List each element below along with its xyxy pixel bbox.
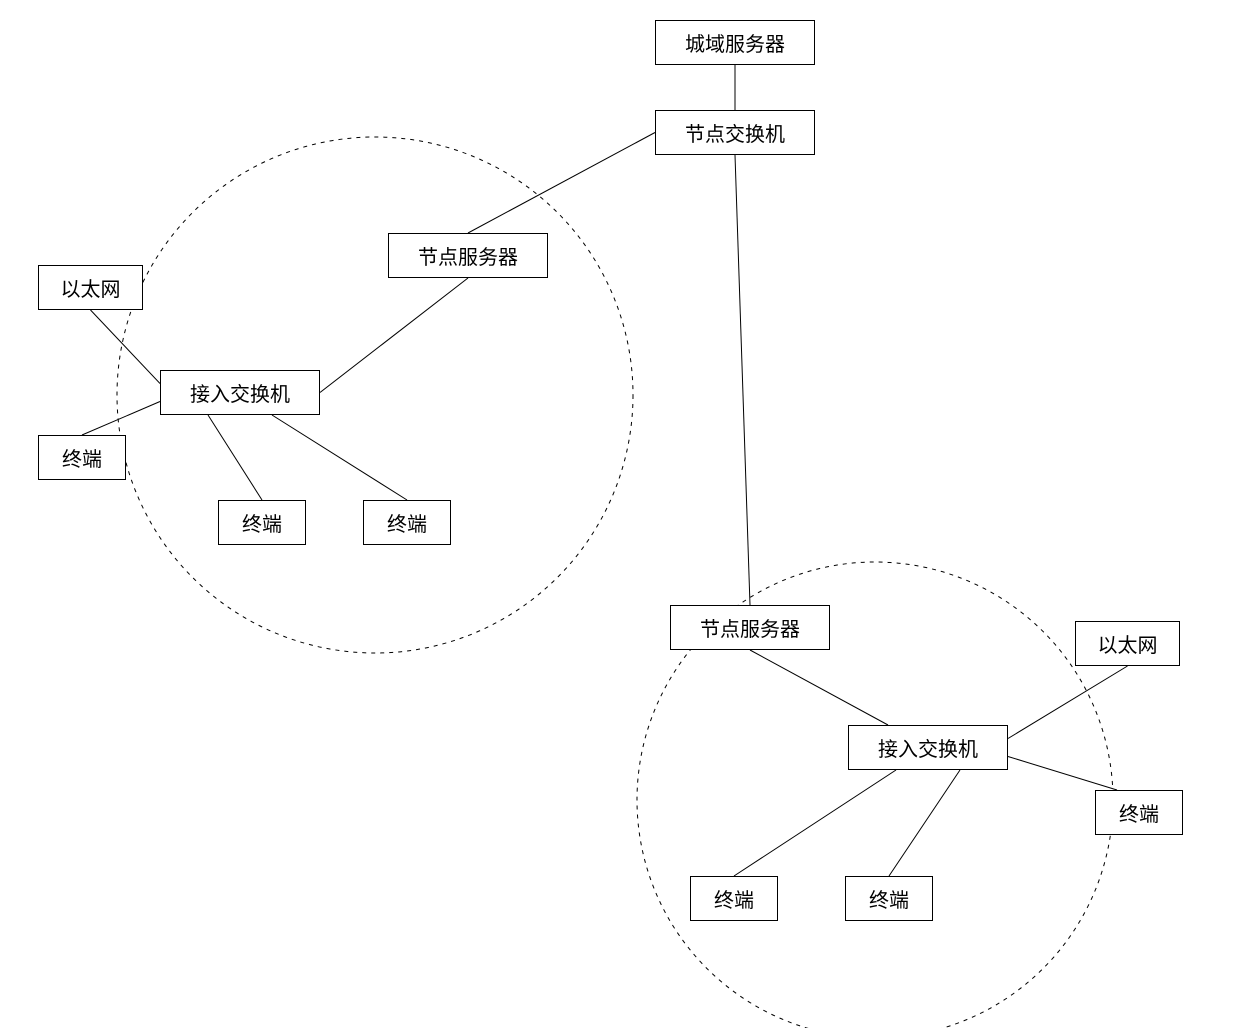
node-terminal1c: 终端 [363,500,451,545]
edge [1008,757,1117,791]
node-label: 以太网 [1098,629,1158,658]
node-label: 终端 [387,508,427,537]
node-node_switch: 节点交换机 [655,110,815,155]
node-ethernet2: 以太网 [1075,621,1180,666]
node-terminal2b: 终端 [690,876,778,921]
node-label: 节点服务器 [418,241,518,270]
node-label: 城域服务器 [685,28,785,57]
node-ethernet1: 以太网 [38,265,143,310]
node-label: 节点交换机 [685,118,785,147]
edge [734,770,896,876]
node-terminal1b: 终端 [218,500,306,545]
diagram-canvas: 城域服务器节点交换机节点服务器以太网接入交换机终端终端终端节点服务器以太网接入交… [0,0,1240,1028]
node-label: 终端 [62,443,102,472]
node-label: 终端 [869,884,909,913]
node-label: 以太网 [61,273,121,302]
node-label: 终端 [1119,798,1159,827]
node-terminal2a: 终端 [1095,790,1183,835]
node-access_sw2: 接入交换机 [848,725,1008,770]
node-node_server1: 节点服务器 [388,233,548,278]
edges-layer [0,0,1240,1028]
node-terminal1a: 终端 [38,435,126,480]
node-access_sw1: 接入交换机 [160,370,320,415]
node-node_server2: 节点服务器 [670,605,830,650]
node-label: 接入交换机 [190,378,290,407]
node-metro_server: 城域服务器 [655,20,815,65]
node-label: 节点服务器 [700,613,800,642]
edge [82,402,160,436]
edge [1008,666,1128,739]
edge [735,155,750,605]
edge [208,415,262,500]
edge [272,415,407,500]
node-terminal2c: 终端 [845,876,933,921]
node-label: 终端 [242,508,282,537]
edge [468,133,655,234]
edge [91,310,161,384]
node-label: 终端 [714,884,754,913]
edge [320,278,468,393]
edge [889,770,960,876]
node-label: 接入交换机 [878,733,978,762]
edge [750,650,888,725]
